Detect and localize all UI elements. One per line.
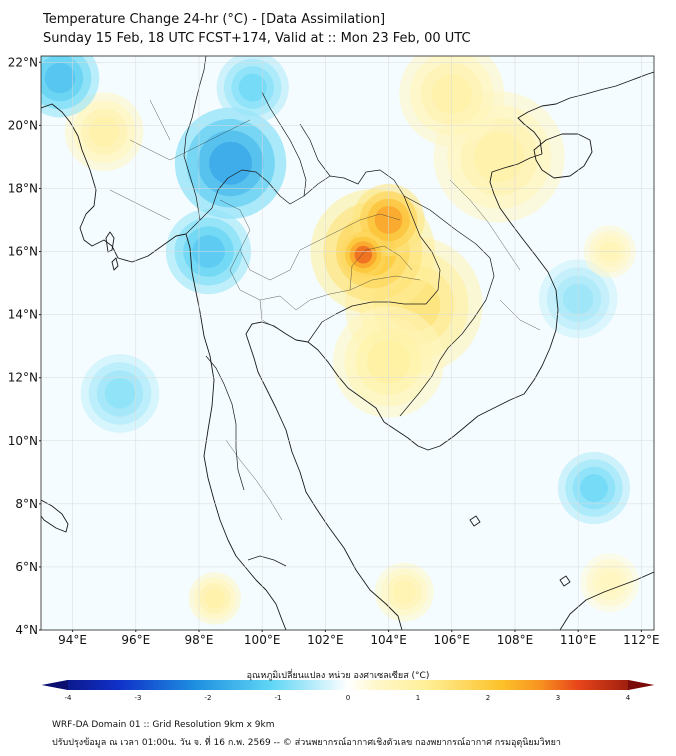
colorbar-tick-label: -4 (65, 694, 73, 700)
anomaly-blob (598, 571, 622, 595)
axis-ticks: 22°N 20°N 18°N 16°N 14°N 12°N 10°N 8°N 6°N 4°N 94°… (8, 55, 660, 647)
colorbar-tick-label: -1 (275, 694, 282, 700)
lon-tick-label: 106°E (434, 633, 471, 647)
lon-tick-label: 100°E (244, 633, 281, 647)
anomaly-blob (580, 474, 608, 502)
footer-model-info: WRF-DA Domain 01 :: Grid Resolution 9km … (52, 720, 275, 730)
anomaly-blob (473, 131, 525, 183)
map-gridlines (41, 56, 654, 630)
colorbar-min-extension (42, 680, 68, 690)
province-boundaries (109, 99, 541, 521)
footer-update-info: ปรับปรุงข้อมูล ณ เวลา 01:00น. วัน จ. ที่… (52, 738, 561, 748)
lat-tick-label: 6°N (15, 560, 38, 574)
colorbar-tick-label: -3 (135, 694, 142, 700)
lon-tick-label: 110°E (560, 633, 597, 647)
lon-tick-label: 112°E (623, 633, 660, 647)
anomaly-blob (354, 245, 373, 264)
lon-tick-label: 102°E (307, 633, 344, 647)
colorbar-tick-label: 2 (486, 694, 490, 700)
temperature-change-map: 22°N 20°N 18°N 16°N 14°N 12°N 10°N 8°N 6°N 4°N 94°… (8, 55, 660, 700)
colorbar-tick-label: 1 (416, 694, 420, 700)
anomaly-blob (238, 73, 267, 102)
chart-subtitle: Sunday 15 Feb, 18 UTC FCST+174, Valid at… (43, 31, 471, 46)
chart-title: Temperature Change 24-hr (°C) - [Data As… (43, 12, 386, 27)
colorbar-tick-label: 0 (346, 694, 350, 700)
lat-tick-label: 16°N (8, 245, 38, 259)
lon-tick-label: 94°E (58, 633, 87, 647)
lon-tick-label: 98°E (185, 633, 214, 647)
lat-tick-label: 10°N (8, 434, 38, 448)
lat-tick-label: 20°N (8, 118, 38, 132)
anomaly-blob (88, 116, 120, 147)
lat-tick-label: 12°N (8, 371, 38, 385)
lon-tick-label: 96°E (121, 633, 150, 647)
colorbar-gradient (42, 680, 654, 690)
lat-tick-label: 4°N (15, 623, 38, 637)
lat-tick-label: 8°N (15, 497, 38, 511)
anomaly-blob (204, 588, 225, 609)
colorbar: -4 -3 -2 -1 0 1 2 3 4 (42, 680, 654, 700)
colorbar-max-extension (628, 680, 654, 690)
country-borders (183, 56, 495, 567)
lon-tick-label: 104°E (370, 633, 407, 647)
plot-frame (40, 55, 655, 631)
colorbar-tick-label: 4 (626, 694, 631, 700)
colorbar-tick-label: 3 (556, 694, 560, 700)
lat-tick-label: 22°N (8, 55, 38, 69)
coastlines (41, 71, 654, 630)
anomaly-blob (104, 378, 136, 409)
lon-tick-label: 108°E (497, 633, 534, 647)
colorbar-tick-label: -2 (205, 694, 212, 700)
anomaly-blob (209, 141, 253, 185)
anomaly-blob (392, 580, 416, 604)
anomaly-blob (44, 62, 76, 94)
lat-tick-label: 18°N (8, 181, 38, 195)
colorbar-title: อุณหภูมิเปลี่ยนแปลง หน่วย องศาเซลเซียส (… (246, 671, 430, 681)
lat-tick-label: 14°N (8, 308, 38, 322)
